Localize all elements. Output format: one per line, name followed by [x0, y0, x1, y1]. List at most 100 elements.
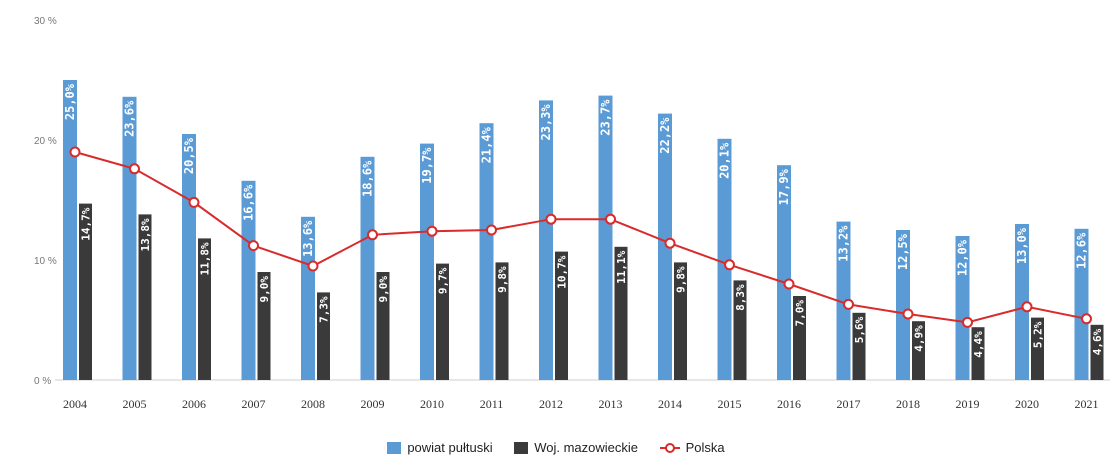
legend-swatch-dark	[514, 441, 529, 454]
bar-woj-mazowieckie	[614, 246, 628, 380]
x-tick-label: 2014	[658, 397, 682, 411]
bar-woj-mazowieckie	[495, 262, 509, 380]
data-label-woj-mazowieckie: 14,7%	[80, 207, 93, 240]
legend-label: powiat pułtuski	[407, 440, 493, 455]
data-label-powiat-pultuski: 21,4%	[480, 126, 494, 163]
data-label-woj-mazowieckie: 4,6%	[1091, 328, 1104, 355]
data-label-powiat-pultuski: 12,0%	[956, 239, 970, 276]
x-tick-label: 2020	[1015, 397, 1039, 411]
bar-powiat-pultuski	[539, 100, 553, 381]
data-label-powiat-pultuski: 20,1%	[718, 142, 732, 179]
bar-woj-mazowieckie	[138, 214, 152, 380]
legend-label: Polska	[685, 440, 725, 455]
point-polska	[545, 213, 557, 225]
legend: powiat pułtuski Woj. mazowieckie Polska	[0, 440, 1112, 457]
point-polska	[843, 298, 854, 310]
x-tick-label: 2006	[182, 397, 206, 411]
data-label-woj-mazowieckie: 7,3%	[318, 296, 331, 323]
data-label-powiat-pultuski: 23,7%	[599, 99, 613, 136]
series-woj-mazowieckie: 14,7% 13,8% 11,8% 9,0% 7,3% 9,0% 9,7% 9,8% 10,7%…	[79, 203, 1104, 380]
data-label-woj-mazowieckie: 9,7%	[437, 267, 450, 294]
data-label-woj-mazowieckie: 11,1%	[615, 250, 628, 283]
x-tick-label: 2007	[242, 397, 266, 411]
legend-line-marker-icon	[659, 442, 680, 454]
y-tick-label: 10 %	[34, 256, 57, 267]
bar-powiat-pultuski	[63, 80, 77, 380]
data-label-powiat-pultuski: 12,6%	[1075, 232, 1089, 269]
data-label-woj-mazowieckie: 4,9%	[913, 325, 926, 352]
point-polska	[783, 278, 795, 290]
x-tick-label: 2017	[837, 397, 861, 411]
data-label-powiat-pultuski: 25,0%	[63, 83, 77, 120]
x-tick-label: 2015	[718, 397, 742, 411]
data-label-woj-mazowieckie: 9,0%	[258, 276, 271, 303]
legend-label: Woj. mazowieckie	[534, 440, 639, 455]
bar-powiat-pultuski	[241, 180, 256, 380]
data-label-woj-mazowieckie: 9,8%	[496, 266, 509, 293]
data-label-powiat-pultuski: 19,7%	[420, 147, 434, 184]
point-polska	[486, 224, 497, 236]
bar-powiat-pultuski	[717, 138, 732, 380]
point-polska	[307, 260, 319, 272]
bar-woj-mazowieckie	[1031, 317, 1044, 380]
point-polska	[1021, 301, 1033, 313]
legend-item-woj-mazowieckie: Woj. mazowieckie	[514, 440, 638, 455]
x-tick-label: 2013	[599, 397, 623, 411]
bar-woj-mazowieckie	[912, 321, 925, 380]
x-tick-label: 2021	[1075, 397, 1099, 411]
bar-powiat-pultuski	[836, 221, 851, 380]
x-tick-label: 2004	[63, 397, 87, 411]
x-tick-label: 2005	[123, 397, 147, 411]
bar-powiat-pultuski	[658, 113, 672, 380]
data-label-powiat-pultuski: 23,3%	[539, 104, 553, 141]
bar-powiat-pultuski	[777, 165, 791, 380]
series-powiat-pultuski: 25,0% 23,6% 20,5% 16,6% 13,6% 18,6% 19,7% 21,4%…	[63, 80, 1089, 381]
data-label-powiat-pultuski: 13,6%	[301, 220, 315, 257]
bar-woj-mazowieckie	[793, 296, 806, 380]
y-axis: 0 % 10 % 20 % 30 %	[34, 16, 1110, 387]
bar-powiat-pultuski	[182, 134, 196, 380]
bar-powiat-pultuski	[1015, 224, 1029, 380]
data-label-woj-mazowieckie: 9,0%	[377, 276, 390, 303]
x-tick-label: 2018	[896, 397, 920, 411]
data-label-woj-mazowieckie: 10,7%	[556, 255, 569, 288]
point-polska	[188, 196, 200, 208]
data-label-powiat-pultuski: 18,6%	[361, 160, 375, 197]
point-polska	[605, 213, 616, 225]
x-tick-label: 2016	[777, 397, 801, 411]
x-tick-label: 2011	[480, 397, 504, 411]
data-label-powiat-pultuski: 13,2%	[837, 225, 851, 262]
x-tick-label: 2008	[301, 397, 325, 411]
bar-woj-mazowieckie	[317, 292, 330, 380]
bar-powiat-pultuski	[598, 95, 613, 380]
y-tick-label: 0 %	[34, 376, 51, 387]
data-label-woj-mazowieckie: 13,8%	[139, 218, 152, 251]
legend-item-powiat-pultuski: powiat pułtuski	[387, 440, 493, 455]
data-label-woj-mazowieckie: 7,0%	[794, 300, 807, 327]
bar-powiat-pultuski	[955, 236, 970, 380]
legend-swatch-blue	[387, 441, 402, 454]
bar-woj-mazowieckie	[436, 263, 449, 380]
bar-woj-mazowieckie	[852, 312, 866, 380]
point-polska	[248, 240, 259, 252]
point-polska	[664, 237, 676, 249]
point-polska	[724, 259, 735, 271]
point-polska	[1081, 313, 1092, 325]
point-polska	[426, 225, 438, 237]
point-polska	[367, 229, 378, 241]
x-axis: 2004 2005 2006 2007 2008 2009 2010 2011 2012 2013…	[63, 397, 1099, 411]
data-label-woj-mazowieckie: 8,3%	[734, 284, 747, 311]
data-label-powiat-pultuski: 16,6%	[242, 184, 256, 221]
data-label-powiat-pultuski: 22,2%	[658, 117, 672, 154]
bar-powiat-pultuski	[1074, 228, 1089, 380]
point-polska	[69, 146, 81, 158]
bar-woj-mazowieckie	[79, 203, 92, 380]
data-label-powiat-pultuski: 23,6%	[123, 100, 137, 137]
legend-item-polska: Polska	[659, 440, 725, 455]
data-label-powiat-pultuski: 20,5%	[182, 137, 196, 174]
chart: 0 % 10 % 20 % 30 % 2004 2005 2006 2007 2008 2009…	[34, 16, 1110, 411]
data-label-woj-mazowieckie: 5,2%	[1032, 321, 1045, 348]
bar-woj-mazowieckie	[376, 272, 390, 380]
bar-woj-mazowieckie	[971, 327, 985, 380]
x-tick-label: 2019	[956, 397, 980, 411]
